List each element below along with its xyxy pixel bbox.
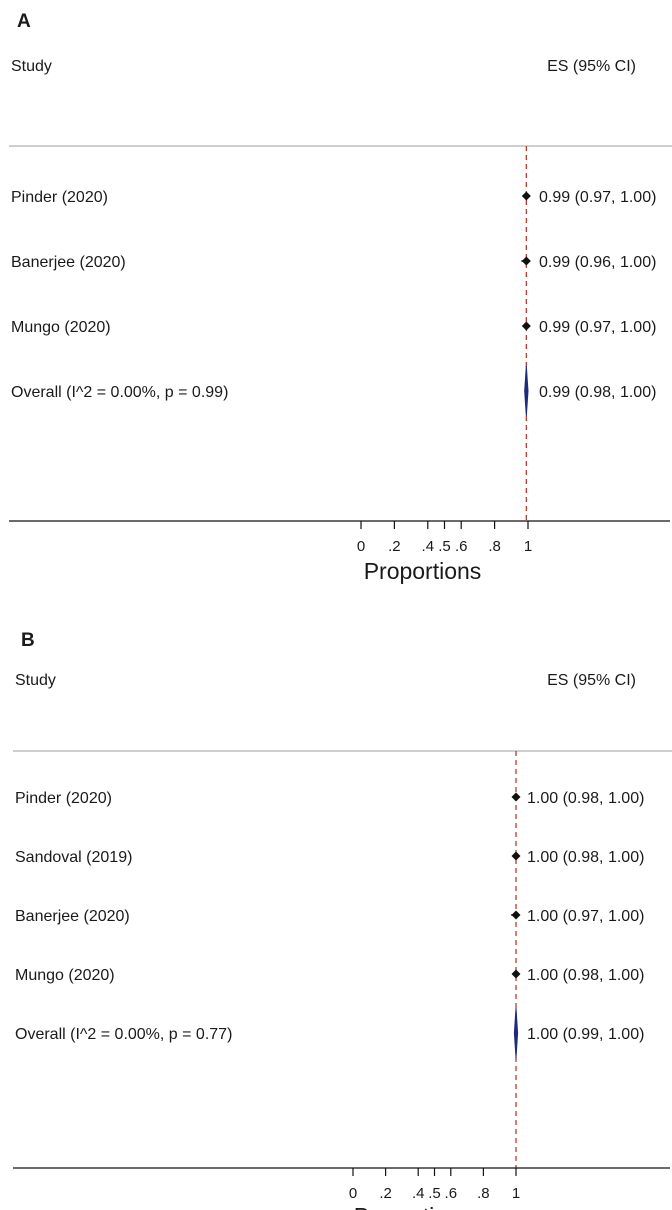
study-es-text: 1.00 (0.98, 1.00)	[527, 790, 644, 807]
study-label: Banerjee (2020)	[11, 254, 126, 271]
study-point	[512, 911, 521, 920]
x-axis-title: Proportions	[364, 558, 482, 584]
overall-es-text: 1.00 (0.99, 1.00)	[527, 1026, 644, 1043]
study-label: Sandoval (2019)	[15, 849, 132, 866]
forest-plot-a: A Study ES (95% CI) Pinder (2020) 0.99 (0.97…	[0, 0, 672, 600]
study-label: Mungo (2020)	[11, 319, 111, 336]
forest-plot-b: B Study ES (95% CI) Pinder (2020) 1.00 (0.98…	[0, 620, 672, 1210]
es-header: ES (95% CI)	[547, 58, 636, 75]
es-header: ES (95% CI)	[547, 672, 636, 689]
study-header: Study	[11, 58, 52, 75]
study-es-text: 0.99 (0.97, 1.00)	[539, 319, 656, 336]
study-point	[512, 852, 521, 861]
panel-letter: A	[17, 11, 31, 32]
x-tick-label: .2	[388, 538, 401, 555]
study-point	[512, 793, 521, 802]
overall-label: Overall (I^2 = 0.00%, p = 0.77)	[15, 1026, 232, 1043]
x-tick-label: 1	[524, 538, 532, 555]
study-es-text: 0.99 (0.97, 1.00)	[539, 189, 656, 206]
study-point	[512, 970, 521, 979]
x-tick-label: .4	[412, 1185, 425, 1202]
study-es-text: 0.99 (0.96, 1.00)	[539, 254, 656, 271]
x-tick-label: 1	[512, 1185, 520, 1202]
x-tick-label: .5	[428, 1185, 441, 1202]
study-label: Pinder (2020)	[11, 189, 108, 206]
study-label: Mungo (2020)	[15, 967, 115, 984]
study-point	[522, 322, 531, 331]
x-tick-label: .4	[422, 538, 435, 555]
study-label: Banerjee (2020)	[15, 908, 130, 925]
study-point	[522, 192, 531, 201]
study-label: Pinder (2020)	[15, 790, 112, 807]
x-tick-label: 0	[349, 1185, 357, 1202]
x-tick-label: .2	[379, 1185, 392, 1202]
study-point	[522, 257, 531, 266]
study-header: Study	[15, 672, 56, 689]
x-tick-label: .8	[488, 538, 501, 555]
study-es-text: 1.00 (0.98, 1.00)	[527, 849, 644, 866]
overall-diamond	[514, 1008, 517, 1058]
study-es-text: 1.00 (0.98, 1.00)	[527, 967, 644, 984]
x-tick-label: .6	[445, 1185, 458, 1202]
x-tick-label: 0	[357, 538, 365, 555]
overall-label: Overall (I^2 = 0.00%, p = 0.99)	[11, 384, 228, 401]
panel-letter: B	[21, 630, 35, 651]
x-tick-label: .6	[455, 538, 468, 555]
overall-diamond	[525, 366, 528, 416]
x-axis-title: Proportions	[354, 1203, 472, 1210]
overall-es-text: 0.99 (0.98, 1.00)	[539, 384, 656, 401]
x-tick-label: .8	[477, 1185, 490, 1202]
x-tick-label: .5	[438, 538, 451, 555]
study-es-text: 1.00 (0.97, 1.00)	[527, 908, 644, 925]
